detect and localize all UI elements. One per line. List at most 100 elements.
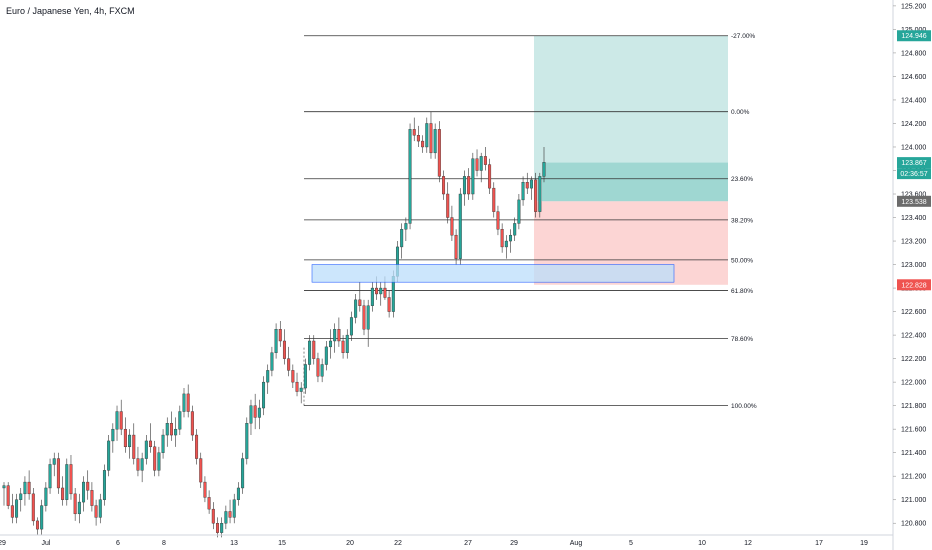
price-tick-label: 120.800 — [901, 521, 926, 528]
countdown-badge-bg — [897, 168, 931, 180]
candle-body — [412, 129, 416, 136]
candle-body — [345, 334, 349, 353]
candle-body — [2, 485, 6, 489]
candle-body — [324, 346, 328, 365]
target-price-badge: 124.946 — [901, 33, 926, 40]
candle-body — [521, 182, 525, 201]
candle-body — [287, 358, 291, 371]
candle-body — [186, 393, 190, 412]
candle-body — [529, 179, 533, 189]
candle-body — [509, 234, 513, 242]
candle-body — [425, 123, 429, 148]
candle-body — [308, 340, 312, 365]
price-tick-label: 124.600 — [901, 74, 926, 81]
candle-body — [220, 523, 224, 533]
candle-body — [278, 329, 282, 342]
candle-body — [538, 176, 542, 212]
candle-body — [61, 487, 65, 500]
countdown-badge: 02:36:57 — [900, 171, 927, 178]
fib-level-label: 38.20% — [731, 217, 753, 224]
price-tick-label: 124.000 — [901, 144, 926, 151]
price-tick-label: 123.000 — [901, 262, 926, 269]
candle-body — [35, 520, 39, 530]
candle-body — [241, 458, 245, 489]
time-tick-label: 20 — [346, 540, 354, 547]
price-tick-label: 121.200 — [901, 474, 926, 481]
candle-body — [517, 199, 521, 224]
candle-body — [174, 428, 178, 436]
fib-level-label: -27.00% — [731, 33, 755, 40]
candle-body — [69, 464, 73, 495]
candle-body — [31, 493, 35, 522]
candle-body — [496, 211, 500, 230]
candle-body — [27, 481, 31, 495]
entry-price-badge-bg — [897, 195, 931, 207]
candle-body — [437, 129, 441, 177]
price-axis-bg — [893, 0, 932, 550]
candle-body — [475, 158, 479, 171]
candle-body — [190, 411, 194, 436]
candle-body — [86, 481, 90, 491]
candle-body — [349, 317, 353, 336]
candle-body — [400, 229, 404, 248]
candle-body — [94, 505, 98, 518]
candle-body — [6, 485, 10, 506]
candle-body — [140, 458, 144, 471]
candle-body — [492, 187, 496, 212]
time-tick-label: 5 — [629, 540, 633, 547]
candle-body — [10, 505, 14, 518]
current-price-badge-bg — [897, 157, 931, 169]
candle-body — [525, 182, 529, 189]
fib-level-label: 23.60% — [731, 176, 753, 183]
candle-body — [282, 340, 286, 359]
candle-body — [123, 428, 127, 448]
candle-body — [144, 440, 148, 459]
time-tick-label: 15 — [278, 540, 286, 547]
price-tick-label: 122.600 — [901, 309, 926, 316]
candle-body — [178, 411, 182, 430]
price-tick-label: 121.600 — [901, 427, 926, 434]
candle-body — [329, 340, 333, 348]
candle-body — [107, 440, 111, 471]
time-tick-label: 6 — [116, 540, 120, 547]
candle-body — [500, 229, 504, 248]
entry-price-badge: 123.538 — [901, 199, 926, 206]
candle-body — [136, 458, 140, 471]
candle-body — [203, 481, 207, 498]
price-tick-label: 121.400 — [901, 450, 926, 457]
candle-body — [236, 487, 240, 500]
candle-body — [90, 490, 94, 506]
time-tick-label: 12 — [744, 540, 752, 547]
fib-level-label: 0.00% — [731, 109, 750, 116]
candle-body — [354, 299, 358, 318]
candle-body — [312, 340, 316, 359]
candle-body — [40, 505, 44, 530]
candle-body — [471, 158, 475, 195]
candle-body — [157, 452, 161, 471]
candle-body — [375, 287, 379, 295]
candle-body — [111, 428, 115, 442]
candle-body — [270, 352, 274, 371]
candle-body — [245, 423, 249, 459]
candle-body — [153, 446, 157, 471]
candle-body — [416, 135, 420, 142]
stop-price-badge-bg — [897, 279, 931, 291]
candle-body — [320, 364, 324, 377]
candle-body — [98, 499, 102, 518]
candle-body — [215, 523, 219, 533]
time-tick-label: 29 — [0, 540, 6, 547]
candle-body — [102, 470, 106, 500]
candle-body — [316, 358, 320, 377]
candle-body — [366, 305, 370, 330]
candle-body — [488, 164, 492, 189]
candle-body — [149, 440, 153, 448]
candle-body — [362, 305, 366, 330]
fibonacci-levels: -27.00% 0.00% 23.60% 38.20% 50.00% 61.80% 78.6… — [303, 33, 757, 410]
candle-body — [169, 423, 173, 436]
time-tick-label: Jul — [42, 540, 51, 547]
chart-title: Euro / Japanese Yen, 4h, FXCM — [6, 6, 135, 16]
time-tick-label: 19 — [860, 540, 868, 547]
price-tick-label: 123.600 — [901, 192, 926, 199]
candle-body — [513, 223, 517, 236]
